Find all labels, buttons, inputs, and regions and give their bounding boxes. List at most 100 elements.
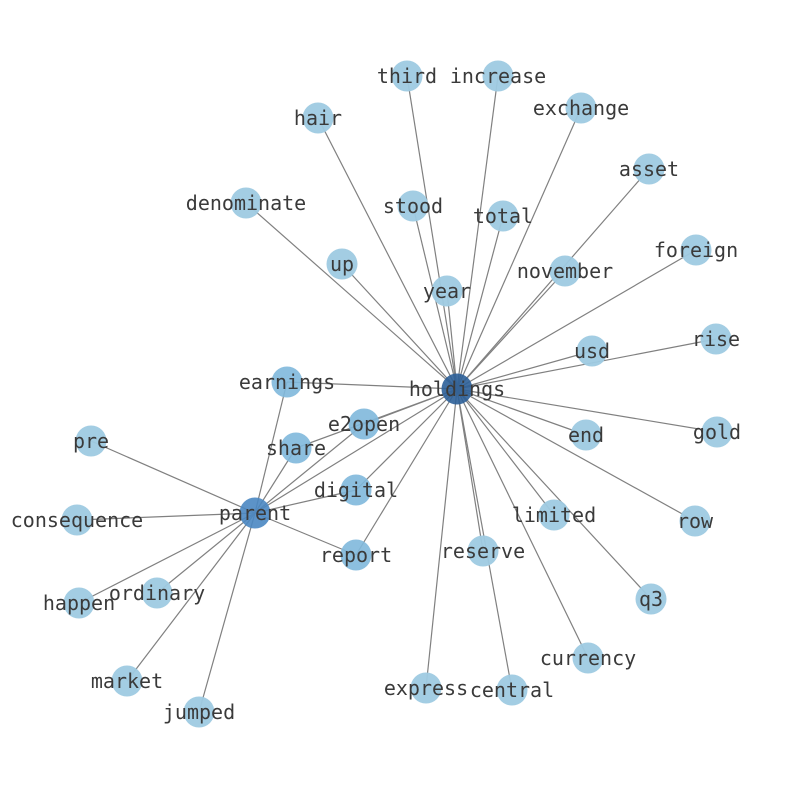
edge-holdings-report (355, 388, 458, 556)
node-label-consequence: consequence (11, 508, 143, 532)
edge-parent-happen (78, 512, 256, 604)
node-label-asset: asset (619, 157, 679, 181)
edge-holdings-total (456, 215, 504, 390)
node-earnings (271, 366, 303, 398)
node-label-stood: stood (383, 194, 443, 218)
node-limited (538, 499, 570, 531)
node-label-parent: parent (219, 501, 291, 525)
node-central (496, 674, 528, 706)
node-usd (576, 335, 608, 367)
node-label-usd: usd (574, 339, 610, 363)
edge-holdings-q3 (456, 388, 652, 600)
node-label-pre: pre (73, 429, 109, 453)
node-currency (572, 642, 604, 674)
node-label-currency: currency (540, 646, 636, 670)
node-row (679, 505, 711, 537)
edge-holdings-exchange (456, 107, 582, 390)
node-label-reserve: reserve (441, 539, 525, 563)
node-total (487, 200, 519, 232)
edge-holdings-currency (456, 388, 589, 659)
node-label-earnings: earnings (239, 370, 335, 394)
nodes: holdings parent third increase hair exchange a… (11, 60, 741, 728)
node-label-increase: increase (450, 64, 546, 88)
edge-holdings-express (425, 388, 458, 689)
edge-parent-pre (90, 440, 256, 514)
node-consequence (61, 504, 93, 536)
edge-parent-earnings (254, 381, 288, 514)
node-exchange (565, 92, 597, 124)
node-label-row: row (677, 509, 714, 533)
node-end (570, 419, 602, 451)
edge-parent-report (254, 512, 357, 556)
node-q3 (635, 583, 667, 615)
edge-holdings-earnings (286, 381, 458, 390)
edge-holdings-third (406, 75, 458, 390)
node-label-share: share (266, 436, 326, 460)
node-share (280, 432, 312, 464)
edge-holdings-limited (456, 388, 555, 516)
node-label-foreign: foreign (654, 238, 738, 262)
node-foreign (680, 234, 712, 266)
edge-parent-e2open (254, 423, 365, 514)
node-label-rise: rise (692, 327, 740, 351)
edge-holdings-gold (456, 388, 718, 433)
node-asset (633, 153, 665, 185)
edge-holdings-november (456, 270, 566, 390)
node-label-exchange: exchange (533, 96, 629, 120)
node-happen (63, 587, 95, 619)
node-label-third: third (377, 64, 437, 88)
node-label-holdings: holdings (409, 377, 505, 401)
edge-holdings-digital (355, 388, 458, 491)
node-year (431, 275, 463, 307)
edge-holdings-hair (317, 117, 458, 390)
node-hair (302, 102, 334, 134)
node-label-hair: hair (294, 106, 342, 130)
node-label-denominate: denominate (186, 191, 306, 215)
node-market (111, 665, 143, 697)
node-label-ordinary: ordinary (109, 581, 205, 605)
node-reserve (467, 535, 499, 567)
node-e2open (348, 408, 380, 440)
node-gold (701, 416, 733, 448)
edge-holdings-year (446, 290, 458, 390)
node-label-central: central (470, 678, 554, 702)
edge-parent-ordinary (156, 512, 256, 594)
node-denominate (230, 187, 262, 219)
node-label-e2open: e2open (328, 412, 400, 436)
edge-parent-jumped (198, 512, 256, 713)
node-parent (239, 497, 271, 529)
edge-holdings-row (456, 388, 696, 522)
edge-holdings-end (456, 388, 587, 436)
node-label-year: year (423, 279, 471, 303)
node-pre (75, 425, 107, 457)
node-label-market: market (91, 669, 163, 693)
node-report (340, 539, 372, 571)
edge-parent-digital (254, 489, 357, 514)
edge-parent-consequence (76, 512, 256, 521)
node-label-digital: digital (314, 478, 398, 502)
edge-holdings-increase (456, 75, 499, 390)
node-label-limited: limited (512, 503, 596, 527)
node-label-q3: q3 (639, 587, 663, 611)
edge-holdings-usd (456, 350, 593, 390)
edge-holdings-up (341, 263, 458, 390)
node-up (326, 248, 358, 280)
node-label-end: end (568, 423, 604, 447)
node-label-express: express (384, 676, 468, 700)
node-holdings (441, 373, 473, 405)
node-ordinary (141, 577, 173, 609)
node-label-happen: happen (43, 591, 115, 615)
edge-holdings-denominate (245, 202, 458, 390)
edge-holdings-foreign (456, 249, 697, 390)
node-label-november: november (517, 259, 613, 283)
node-label-report: report (320, 543, 392, 567)
node-label-up: up (330, 252, 354, 276)
edge-parent-market (126, 512, 256, 682)
node-third (391, 60, 423, 92)
node-jumped (183, 696, 215, 728)
node-stood (397, 190, 429, 222)
node-increase (482, 60, 514, 92)
node-november (549, 255, 581, 287)
